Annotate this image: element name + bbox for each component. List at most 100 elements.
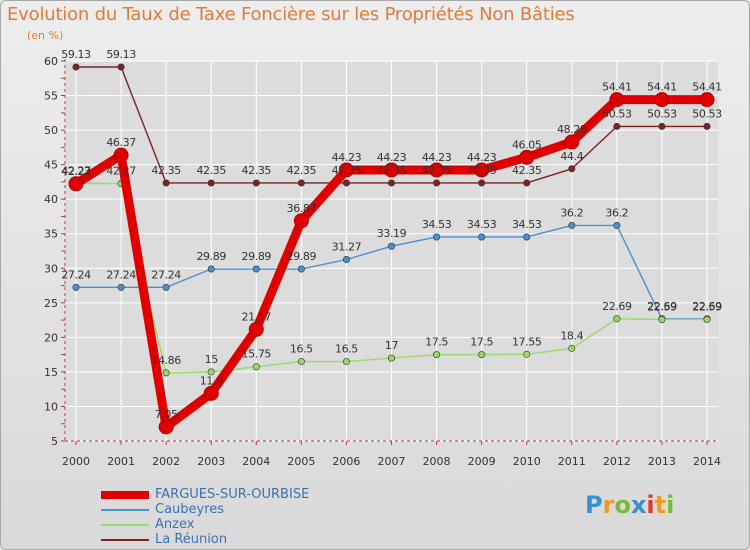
y-tick-label-30: 30 [44,262,58,275]
point-fargues-2002 [158,419,174,435]
data-label-caubeyres-2011: 36.2 [560,206,583,219]
data-label-fargues-2006: 44.23 [332,151,362,164]
point-la-reunion-2006 [342,179,350,187]
point-la-reunion-2010 [523,179,531,187]
legend-label-fargues: FARGUES-SUR-OURBISE [155,487,310,502]
point-caubeyres-2008 [433,233,441,241]
legend-swatch-la-reunion [101,538,149,541]
data-label-caubeyres-2013: 22.69 [647,300,677,313]
data-label-la-reunion-2007: 42.35 [377,164,407,177]
point-anzex-2012 [613,315,621,323]
data-label-la-reunion-2004: 42.35 [242,164,272,177]
legend-item-anzex: Anzex [101,517,309,532]
data-label-anzex-2010: 17.55 [512,335,542,348]
point-la-reunion-2014 [703,122,711,130]
point-anzex-2008 [433,351,441,359]
legend-item-la-reunion: La Réunion [101,532,309,547]
point-caubeyres-2006 [342,255,350,263]
point-anzex-2002 [162,369,170,377]
data-label-la-reunion-2009: 42.35 [467,164,497,177]
y-tick-label-55: 55 [44,90,58,103]
data-label-caubeyres-2005: 29.89 [287,250,317,263]
data-label-la-reunion-2000: 59.13 [61,48,91,61]
data-label-anzex-2014: 22.59 [692,300,722,313]
data-label-la-reunion-2014: 50.53 [692,107,722,120]
point-la-reunion-2005 [297,179,305,187]
data-label-fargues-2000: 42.23 [61,165,91,178]
point-fargues-2009 [474,162,490,178]
y-tick-label-60: 60 [44,55,58,68]
data-label-caubeyres-2009: 34.53 [467,218,497,231]
point-la-reunion-2013 [658,122,666,130]
data-label-anzex-2007: 17 [385,339,399,352]
y-tick-label-20: 20 [44,331,58,344]
point-fargues-2006 [338,162,354,178]
x-tick-label-2007: 2007 [378,455,406,468]
x-tick-label-2009: 2009 [468,455,496,468]
x-tick-label-2011: 2011 [558,455,586,468]
legend-label-la-reunion: La Réunion [155,532,228,547]
data-label-caubeyres-2002: 27.24 [151,268,181,281]
data-label-la-reunion-2013: 50.53 [647,107,677,120]
point-anzex-2004 [252,363,260,371]
data-label-anzex-2005: 16.5 [290,343,313,356]
data-label-la-reunion-2003: 42.35 [196,164,226,177]
point-anzex-2011 [568,344,576,352]
point-fargues-2008 [429,162,445,178]
point-la-reunion-2004 [252,179,260,187]
x-tick-label-2003: 2003 [197,455,225,468]
y-tick-label-25: 25 [44,297,58,310]
x-tick-label-2014: 2014 [693,455,721,468]
data-label-fargues-2008: 44.23 [422,151,452,164]
point-la-reunion-2003 [207,179,215,187]
data-label-la-reunion-2011: 44.4 [560,150,583,163]
point-caubeyres-2005 [297,265,305,273]
data-label-fargues-2011: 48.28 [557,123,587,136]
proxiti-logo: Proxiti [585,491,675,519]
x-tick-label-2001: 2001 [107,455,135,468]
point-caubeyres-2009 [478,233,486,241]
legend-label-anzex: Anzex [155,517,195,532]
point-fargues-2003 [203,385,219,401]
y-tick-label-10: 10 [44,400,58,413]
y-tick-label-50: 50 [44,124,58,137]
point-la-reunion-2008 [433,179,441,187]
x-tick-label-2004: 2004 [242,455,270,468]
point-caubeyres-2002 [162,283,170,291]
data-label-la-reunion-2002: 42.35 [151,164,181,177]
chart-title: Evolution du Taux de Taxe Foncière sur l… [7,4,575,25]
y-axis-unit: (en %) [27,29,64,42]
point-caubeyres-2004 [252,265,260,273]
data-label-fargues-2010: 46.05 [512,138,542,151]
point-caubeyres-2011 [568,221,576,229]
y-tick-label-5: 5 [51,435,58,448]
data-label-fargues-2013: 54.41 [647,81,677,94]
point-caubeyres-2007 [387,242,395,250]
data-label-fargues-2012: 54.41 [602,81,632,94]
point-caubeyres-2003 [207,265,215,273]
data-label-la-reunion-2010: 42.35 [512,164,542,177]
x-tick-label-2012: 2012 [603,455,631,468]
y-tick-label-35: 35 [44,228,58,241]
data-label-la-reunion-2012: 50.53 [602,107,632,120]
legend-swatch-fargues [101,490,149,499]
data-label-fargues-2007: 44.23 [377,151,407,164]
data-label-fargues-2004: 21.17 [242,310,272,323]
data-label-caubeyres-2012: 36.2 [605,206,628,219]
legend-swatch-caubeyres [101,508,149,511]
data-label-la-reunion-2006: 42.35 [332,164,362,177]
point-la-reunion-2009 [478,179,486,187]
data-label-caubeyres-2008: 34.53 [422,218,452,231]
y-tick-label-40: 40 [44,193,58,206]
data-label-anzex-2008: 17.5 [425,336,448,349]
point-la-reunion-2002 [162,179,170,187]
y-tick-label-45: 45 [44,159,58,172]
data-label-caubeyres-2014: 22.69 [692,300,722,313]
legend-item-caubeyres: Caubeyres [101,502,309,517]
point-caubeyres-2001 [117,283,125,291]
x-tick-label-2008: 2008 [423,455,451,468]
data-label-fargues-2005: 36.87 [287,202,317,215]
data-label-la-reunion-2008: 42.35 [422,164,452,177]
data-label-la-reunion-2005: 42.35 [287,164,317,177]
x-tick-label-2010: 2010 [513,455,541,468]
